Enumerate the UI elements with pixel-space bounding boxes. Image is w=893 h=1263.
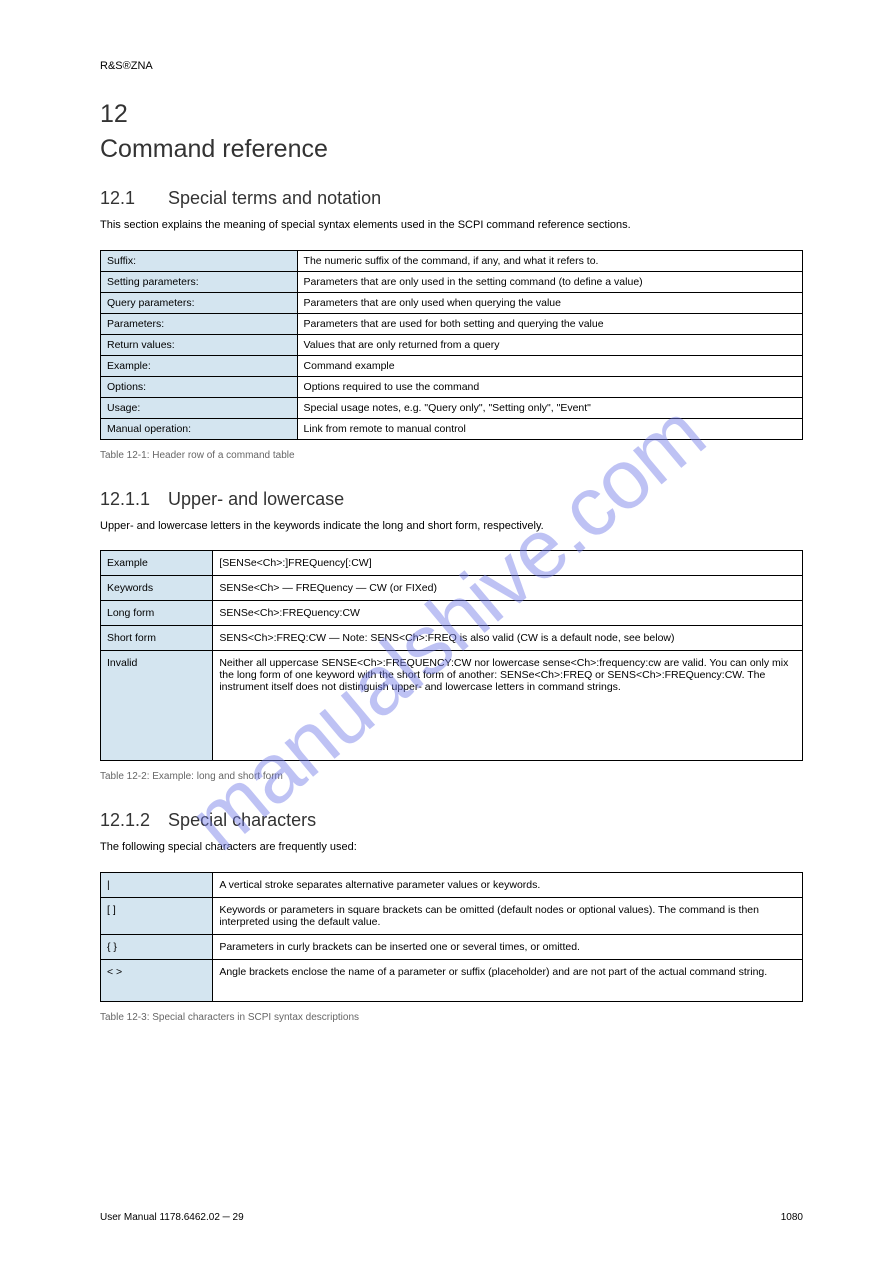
cell-value: Parameters that are only used when query… <box>297 292 802 313</box>
table-row: { }Parameters in curly brackets can be i… <box>101 934 803 959</box>
section-title: Special terms and notation <box>168 188 381 209</box>
cell-label: { } <box>101 934 213 959</box>
table-caption: Table 12-1: Header row of a command tabl… <box>100 450 803 461</box>
section-title: Upper- and lowercase <box>168 489 344 510</box>
cell-value: Parameters that are only used in the set… <box>297 271 802 292</box>
table-row: [ ]Keywords or parameters in square brac… <box>101 897 803 934</box>
cell-value: Parameters in curly brackets can be inse… <box>213 934 803 959</box>
table-row: |A vertical stroke separates alternative… <box>101 872 803 897</box>
cell-value: Link from remote to manual control <box>297 418 802 439</box>
cell-value: Special usage notes, e.g. "Query only", … <box>297 397 802 418</box>
cell-label: Invalid <box>101 651 213 761</box>
cell-label: Suffix: <box>101 250 298 271</box>
table-row: KeywordsSENSe<Ch> — FREQuency — CW (or F… <box>101 576 803 601</box>
table-row: Query parameters:Parameters that are onl… <box>101 292 803 313</box>
table-row: Manual operation:Link from remote to man… <box>101 418 803 439</box>
cell-value: Angle brackets enclose the name of a par… <box>213 959 803 1001</box>
table-row: Short formSENS<Ch>:FREQ:CW — Note: SENS<… <box>101 626 803 651</box>
footer-right: 1080 <box>781 1212 803 1223</box>
cell-value: Parameters that are used for both settin… <box>297 313 802 334</box>
cell-label: Keywords <box>101 576 213 601</box>
section-number: 12.1 <box>100 188 150 209</box>
cell-label: Options: <box>101 376 298 397</box>
table-row: Example:Command example <box>101 355 803 376</box>
section-number: 12.1.2 <box>100 810 150 831</box>
cell-value: Values that are only returned from a que… <box>297 334 802 355</box>
cell-value: Command example <box>297 355 802 376</box>
table-row: Return values:Values that are only retur… <box>101 334 803 355</box>
table-special-chars: |A vertical stroke separates alternative… <box>100 872 803 1002</box>
section-header-1: 12.1 Special terms and notation <box>100 188 803 209</box>
section-number-main: 12 <box>100 100 803 129</box>
section-body: Upper- and lowercase letters in the keyw… <box>100 518 803 535</box>
section-header-3: 12.1.2 Special characters <box>100 810 803 831</box>
table-row: Parameters:Parameters that are used for … <box>101 313 803 334</box>
page-header: R&S®ZNA <box>100 60 803 72</box>
cell-value: Options required to use the command <box>297 376 802 397</box>
table-row: Long formSENSe<Ch>:FREQuency:CW <box>101 601 803 626</box>
cell-value: Keywords or parameters in square bracket… <box>213 897 803 934</box>
table-row: Setting parameters:Parameters that are o… <box>101 271 803 292</box>
cell-label: Short form <box>101 626 213 651</box>
table-row: < >Angle brackets enclose the name of a … <box>101 959 803 1001</box>
cell-label: Example <box>101 551 213 576</box>
cell-value: [SENSe<Ch>:]FREQuency[:CW] <box>213 551 803 576</box>
cell-label: Manual operation: <box>101 418 298 439</box>
cell-value: Neither all uppercase SENSE<Ch>:FREQUENC… <box>213 651 803 761</box>
table-caption: Table 12-3: Special characters in SCPI s… <box>100 1012 803 1023</box>
section-header-2: 12.1.1 Upper- and lowercase <box>100 489 803 510</box>
section-title-main: Command reference <box>100 135 803 164</box>
cell-value: SENSe<Ch> — FREQuency — CW (or FIXed) <box>213 576 803 601</box>
cell-value: SENSe<Ch>:FREQuency:CW <box>213 601 803 626</box>
table-upper-lower: Example[SENSe<Ch>:]FREQuency[:CW] Keywor… <box>100 550 803 761</box>
cell-label: Long form <box>101 601 213 626</box>
page-footer: User Manual 1178.6462.02 ─ 29 1080 <box>100 1212 803 1223</box>
cell-value: The numeric suffix of the command, if an… <box>297 250 802 271</box>
table-row: Options:Options required to use the comm… <box>101 376 803 397</box>
cell-label: Return values: <box>101 334 298 355</box>
cell-value: SENS<Ch>:FREQ:CW — Note: SENS<Ch>:FREQ i… <box>213 626 803 651</box>
cell-label: Query parameters: <box>101 292 298 313</box>
section-body: This section explains the meaning of spe… <box>100 217 803 234</box>
table-command-structure: Suffix:The numeric suffix of the command… <box>100 250 803 440</box>
section-title: Special characters <box>168 810 316 831</box>
table-caption: Table 12-2: Example: long and short form <box>100 771 803 782</box>
cell-label: Example: <box>101 355 298 376</box>
cell-label: [ ] <box>101 897 213 934</box>
table-row: Suffix:The numeric suffix of the command… <box>101 250 803 271</box>
cell-label: Setting parameters: <box>101 271 298 292</box>
section-number: 12.1.1 <box>100 489 150 510</box>
cell-value: A vertical stroke separates alternative … <box>213 872 803 897</box>
cell-label: < > <box>101 959 213 1001</box>
table-row: InvalidNeither all uppercase SENSE<Ch>:F… <box>101 651 803 761</box>
cell-label: Parameters: <box>101 313 298 334</box>
table-row: Example[SENSe<Ch>:]FREQuency[:CW] <box>101 551 803 576</box>
footer-left: User Manual 1178.6462.02 ─ 29 <box>100 1212 244 1223</box>
cell-label: | <box>101 872 213 897</box>
section-body: The following special characters are fre… <box>100 839 803 856</box>
cell-label: Usage: <box>101 397 298 418</box>
table-row: Usage:Special usage notes, e.g. "Query o… <box>101 397 803 418</box>
